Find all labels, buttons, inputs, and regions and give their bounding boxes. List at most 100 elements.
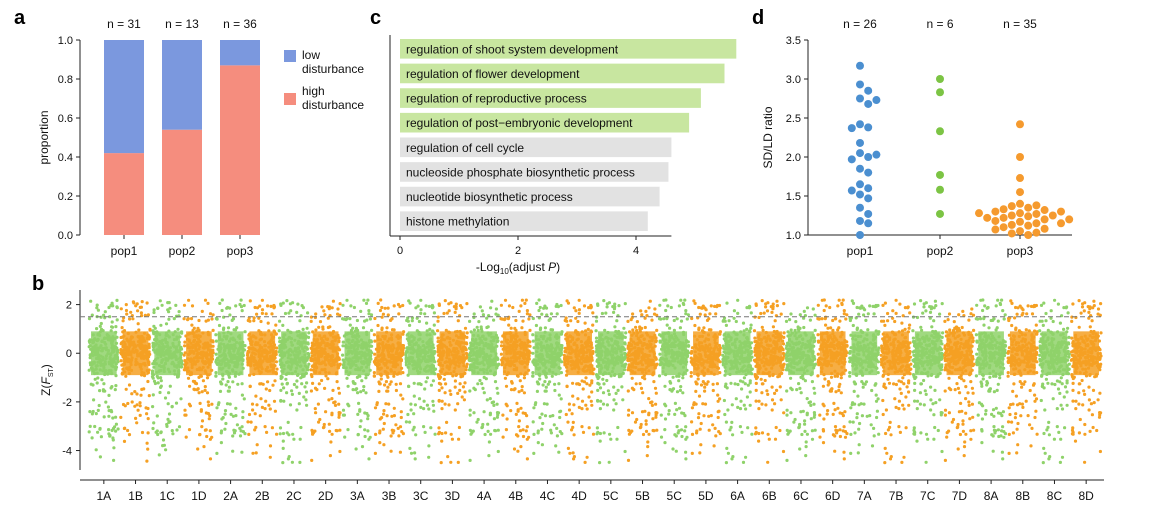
snp-point (558, 415, 562, 420)
snp-point (382, 421, 386, 426)
snp-point (238, 434, 243, 438)
snp-point (507, 323, 511, 327)
snp-point (401, 303, 405, 308)
snp-point (183, 340, 187, 344)
snp-point (401, 352, 405, 356)
panel-letter-d: d (752, 7, 764, 29)
snp-point (367, 309, 371, 313)
snp-point (432, 409, 436, 413)
snp-point (176, 327, 180, 331)
snp-point (136, 322, 140, 326)
snp-point (288, 302, 292, 306)
snp-point (460, 395, 464, 399)
snp-point (549, 431, 554, 435)
snp-point (559, 332, 564, 336)
snp-point (463, 381, 467, 385)
snp-point (224, 383, 228, 387)
snp-point (404, 353, 408, 357)
snp-point (310, 458, 314, 462)
chromosome-points (531, 298, 564, 455)
snp-point (611, 305, 615, 309)
data-point (847, 124, 856, 133)
snp-point (193, 388, 197, 392)
snp-point (382, 443, 386, 447)
snp-point (566, 420, 570, 424)
snp-point (379, 377, 383, 381)
snp-point (621, 398, 625, 402)
snp-point (482, 375, 486, 379)
snp-point (427, 444, 431, 448)
snp-point (480, 309, 484, 313)
snp-point (131, 317, 135, 321)
snp-point (630, 376, 634, 380)
snp-point (453, 408, 457, 412)
snp-point (345, 317, 349, 321)
snp-point (554, 304, 558, 308)
snp-point (274, 360, 278, 364)
data-point (991, 216, 1000, 225)
snp-point (602, 382, 606, 386)
snp-point (221, 377, 225, 381)
snp-point (440, 399, 444, 403)
snp-point (114, 422, 118, 426)
snp-point (140, 387, 144, 391)
snp-point (138, 305, 142, 309)
snp-point (167, 301, 171, 305)
snp-point (95, 306, 99, 310)
snp-point (453, 379, 457, 383)
snp-point (462, 398, 466, 402)
snp-point (363, 319, 367, 323)
snp-point (519, 304, 523, 308)
snp-point (316, 402, 320, 406)
snp-point (431, 379, 435, 383)
snp-point (258, 382, 262, 386)
snp-point (240, 393, 244, 397)
snp-point (373, 352, 377, 356)
snp-point (124, 387, 128, 391)
snp-point (511, 305, 515, 310)
snp-point (151, 330, 156, 334)
snp-point (122, 439, 127, 443)
snp-point (247, 432, 251, 436)
snp-point (257, 316, 261, 320)
snp-point (200, 390, 204, 394)
snp-point (327, 422, 331, 426)
snp-point (241, 415, 245, 420)
snp-point (268, 455, 272, 459)
snp-point (385, 414, 389, 418)
snp-point (655, 428, 659, 432)
snp-point (138, 401, 142, 405)
data-point (856, 190, 864, 199)
snp-point (285, 391, 289, 395)
snp-point (370, 351, 374, 355)
snp-point (100, 378, 104, 382)
snp-point (412, 394, 416, 398)
chromosome-points (341, 298, 374, 461)
snp-point (614, 391, 618, 395)
snp-point (464, 368, 468, 372)
snp-point (266, 304, 270, 308)
snp-point (525, 457, 530, 461)
snp-point (159, 323, 163, 327)
snp-point (516, 449, 520, 453)
y-tick-label: 1.0 (58, 35, 73, 47)
snp-point (373, 406, 378, 410)
snp-point (465, 342, 469, 346)
y-tick-label: 3.5 (786, 35, 801, 47)
snp-point (172, 317, 176, 321)
y-tick-label: 0.4 (58, 152, 73, 164)
y-tick-label: 2.0 (786, 152, 801, 164)
snp-point (265, 430, 269, 434)
snp-point (267, 403, 271, 407)
snp-point (668, 326, 672, 330)
snp-point (351, 388, 355, 392)
snp-point (601, 391, 606, 395)
snp-point (183, 344, 187, 348)
snp-point (102, 415, 106, 419)
snp-point (583, 321, 587, 325)
data-point (864, 194, 873, 203)
snp-point (342, 365, 346, 370)
snp-point (102, 382, 106, 386)
snp-point (228, 402, 232, 406)
snp-point (96, 430, 100, 434)
